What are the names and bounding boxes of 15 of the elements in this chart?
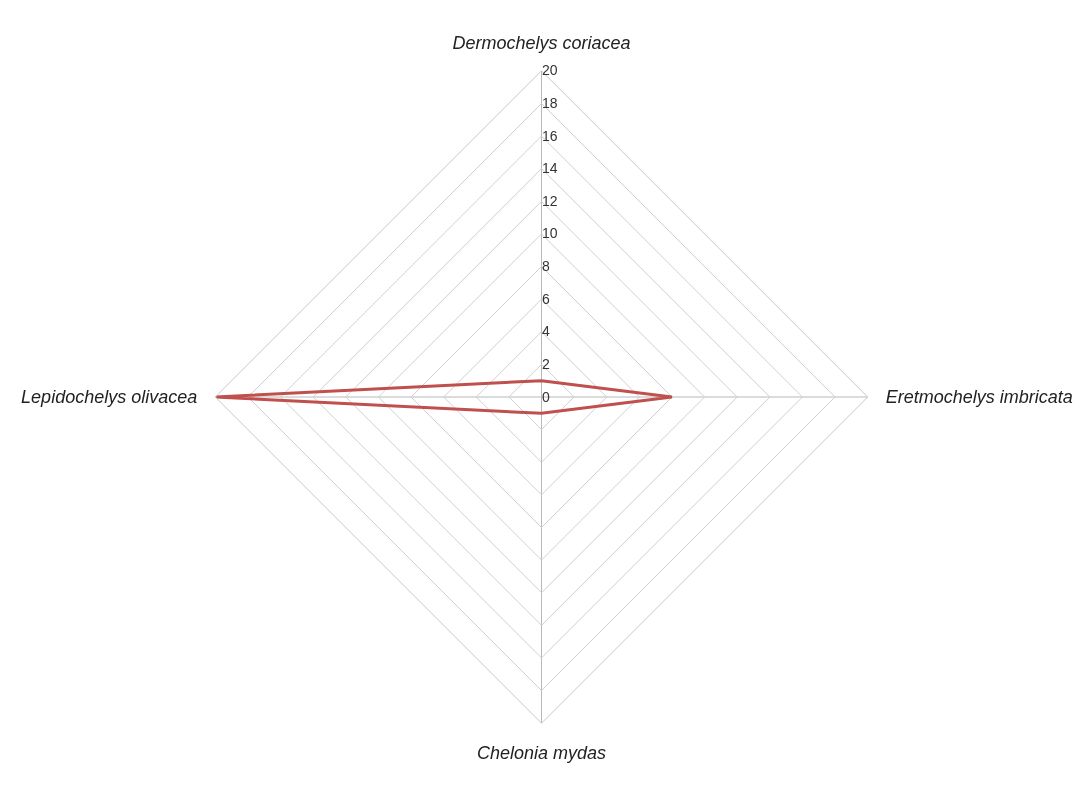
- spoke-label: Eretmochelys imbricata: [885, 387, 1073, 408]
- y-tick-label: 14: [542, 160, 558, 177]
- y-tick-label: 16: [542, 127, 558, 144]
- spoke-label: Chelonia mydas: [476, 743, 607, 764]
- y-tick-label: 2: [542, 355, 550, 372]
- y-tick-label: 10: [542, 225, 558, 242]
- spoke-label: Lepidochelys olivacea: [21, 387, 198, 408]
- y-tick-label: 12: [542, 192, 558, 209]
- y-tick-label: 4: [542, 323, 550, 340]
- y-tick-label: 0: [542, 388, 550, 405]
- y-tick-label: 18: [542, 94, 558, 111]
- y-tick-label: 6: [542, 290, 550, 307]
- spoke-label: Dermochelys coriacea: [452, 33, 631, 54]
- y-tick-label: 8: [542, 258, 550, 275]
- y-tick-label: 20: [542, 62, 558, 79]
